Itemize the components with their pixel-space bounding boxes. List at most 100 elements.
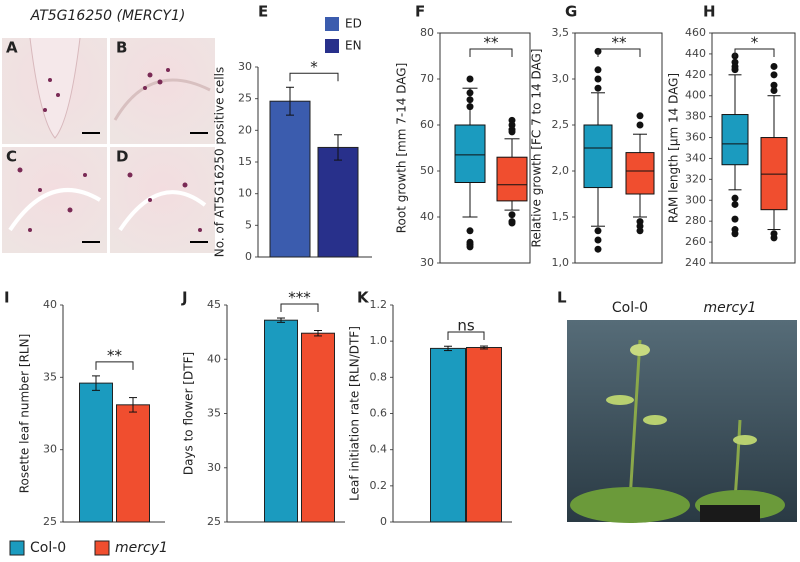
y-tick-label: 240 [685,256,706,269]
y-tick-label: 30 [43,443,57,456]
outlier [770,234,778,242]
y-tick-label: 380 [685,110,706,123]
significance-label: ** [107,346,123,364]
y-tick-label: 0 [380,515,387,528]
outlier [594,75,602,83]
y-tick-label: 260 [685,235,706,248]
y-tick-label: 0 [245,250,252,263]
box [625,152,655,195]
panel-label: E [258,3,268,21]
plant-photo [567,320,797,523]
significance-label: *** [288,289,311,307]
y-tick-label: 35 [43,370,57,383]
y-tick-label: 1,5 [552,210,570,223]
panel-label: D [116,148,128,166]
y-tick-label: 80 [420,26,434,39]
significance-label: ** [484,34,500,52]
y-tick-label: 40 [207,352,221,365]
y-tick-label: 40 [43,298,57,311]
panel-label: G [565,3,577,21]
y-tick-label: 0.6 [370,407,388,420]
y-tick-label: 30 [420,256,434,269]
y-tick-label: 5 [245,218,252,231]
significance-bracket [597,48,641,57]
box [721,114,749,166]
outlier [731,66,739,74]
y-axis-label: Rosette leaf number [RLN] [18,334,32,494]
outlier [466,243,474,251]
y-tick-label: 0.2 [370,479,388,492]
panel-label: K [357,289,370,307]
y-tick-label: 280 [685,214,706,227]
bar [466,346,502,523]
outlier [770,62,778,70]
legend-label: EN [345,39,362,53]
plot-frame [439,32,531,264]
bar [430,347,466,523]
y-tick-label: 360 [685,131,706,144]
outlier [636,112,644,120]
plot-frame [711,32,796,264]
panel-label: H [703,3,716,21]
box [496,156,528,202]
y-tick-label: 1,0 [552,256,570,269]
panel-label: I [4,289,10,307]
y-axis-label: Relative growth [FC 7 to 14 DAG] [530,49,544,248]
micrographs [2,37,215,253]
y-tick-label: 30 [207,461,221,474]
figure-title: AT5G16250 (MERCY1) [30,8,186,24]
significance-label: * [310,58,318,76]
panel-label: A [6,39,18,57]
outlier [770,81,778,89]
outlier [594,66,602,74]
y-axis-label: RAM length [μm 14 DAG] [667,73,681,223]
y-tick-label: 3,0 [552,72,570,85]
bar [264,319,298,523]
y-tick-label: 440 [685,47,706,60]
significance-bracket [280,303,319,313]
outlier [594,84,602,92]
bar [269,100,311,258]
significance-label: ** [612,34,628,52]
y-tick-label: 25 [238,92,252,105]
y-tick-label: 2,0 [552,164,570,177]
outlier [636,227,644,235]
outlier [770,87,778,94]
legend-swatch [9,540,25,556]
outlier [508,211,516,219]
outlier [731,194,739,202]
y-axis-label: Leaf initiation rate [RLN/DTF] [348,326,362,501]
outlier [636,121,644,129]
y-tick-label: 35 [207,407,221,420]
panel-label: B [116,39,127,57]
y-tick-label: 1.0 [370,334,388,347]
box [454,124,486,183]
legend-swatch [94,540,110,556]
bar [116,404,150,523]
y-axis-label: No. of AT5G16250 positive cells [213,67,227,257]
legend-label: mercy1 [115,540,168,556]
outlier [594,245,602,253]
bar [79,382,113,523]
outlier [770,71,778,79]
y-tick-label: 45 [207,298,221,311]
outlier [466,89,474,97]
y-tick-label: 30 [238,60,252,73]
bar [317,146,359,258]
y-tick-label: 60 [420,118,434,131]
panel-label: F [415,3,425,21]
outlier [466,103,474,111]
significance-bracket [289,72,339,82]
y-tick-label: 10 [238,187,252,200]
outlier [731,215,739,223]
box [583,124,613,189]
y-tick-label: 1.2 [370,298,388,311]
bar [301,332,335,523]
panel-label: L [557,289,567,307]
y-tick-label: 300 [685,193,706,206]
y-axis-label: Root growth [mm 7-14 DAG] [395,63,409,234]
photo-label: Col-0 [612,300,648,316]
y-tick-label: 420 [685,68,706,81]
outlier [466,96,474,104]
